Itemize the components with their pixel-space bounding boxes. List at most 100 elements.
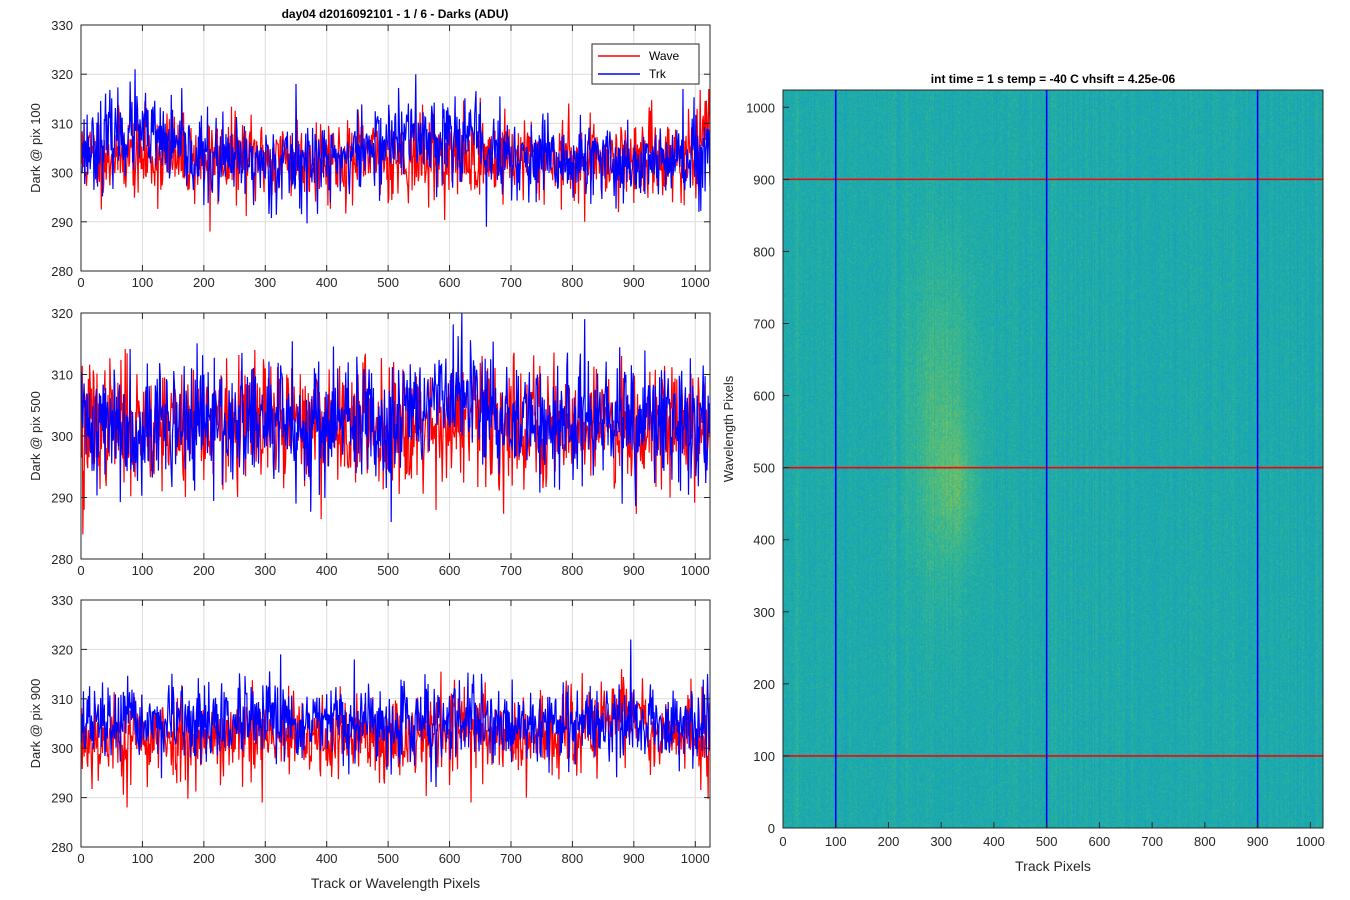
- y-tick-label: 320: [51, 642, 73, 657]
- axes-frame: [782, 89, 1324, 829]
- heatmap-image-container: [783, 90, 1323, 828]
- heatmap-title: int time = 1 s temp = -40 C vhsift = 4.2…: [931, 72, 1176, 86]
- y-tick-label: 800: [753, 244, 775, 259]
- x-tick-label: 500: [1036, 834, 1058, 849]
- x-tick-label: 100: [132, 851, 154, 866]
- y-tick-label: 310: [51, 116, 73, 131]
- heatmap-image: [783, 90, 1323, 828]
- y-axis-label: Dark @ pix 500: [28, 391, 43, 481]
- legend-label-trk: Trk: [649, 67, 667, 81]
- y-tick-label: 310: [51, 692, 73, 707]
- axis-ticks: 0 100 200 300 400 500 600 700 800 900 1000 280 290 30…: [51, 18, 710, 290]
- x-tick-label: 0: [77, 275, 84, 290]
- x-tick-label: 100: [825, 834, 847, 849]
- x-tick-label: 300: [930, 834, 952, 849]
- x-tick-label: 600: [439, 563, 461, 578]
- x-tick-label: 300: [254, 563, 276, 578]
- x-tick-label: 900: [623, 563, 645, 578]
- plot-lines: [81, 313, 710, 535]
- x-tick-label: 200: [193, 563, 215, 578]
- x-tick-label: 900: [623, 851, 645, 866]
- y-tick-label: 280: [51, 840, 73, 855]
- axis-ticks: 0 100 200 300 400 500 600 700 800 900 1000 280 290 30…: [51, 593, 710, 866]
- x-tick-label: 300: [254, 275, 276, 290]
- x-axis-label: Track or Wavelength Pixels: [311, 875, 480, 891]
- x-tick-label: 1000: [1296, 834, 1325, 849]
- x-tick-label: 800: [562, 851, 584, 866]
- x-tick-label: 400: [316, 851, 338, 866]
- x-tick-label: 0: [779, 834, 786, 849]
- x-tick-label: 600: [439, 851, 461, 866]
- x-tick-label: 1000: [681, 563, 710, 578]
- y-tick-label: 310: [51, 368, 73, 383]
- legend-label-wave: Wave: [649, 49, 680, 63]
- y-axis-label: Dark @ pix 100: [28, 103, 43, 193]
- y-tick-label: 300: [51, 741, 73, 756]
- y-tick-label: 300: [753, 605, 775, 620]
- series-line-wave: [81, 349, 710, 535]
- heatmap-marker-lines: [783, 90, 1323, 828]
- x-tick-label: 1000: [681, 851, 710, 866]
- y-tick-label: 290: [51, 791, 73, 806]
- y-tick-label: 100: [753, 749, 775, 764]
- x-tick-label: 100: [132, 275, 154, 290]
- x-tick-label: 200: [878, 834, 900, 849]
- x-tick-label: 400: [983, 834, 1005, 849]
- axis-ticks: 0 100 200 300 400 500 600 700 800 900 1000 0 100 200 3…: [746, 100, 1325, 849]
- series-line-trk: [81, 69, 710, 227]
- series-line-trk: [81, 313, 710, 523]
- x-tick-label: 0: [77, 563, 84, 578]
- x-tick-label: 800: [562, 563, 584, 578]
- x-tick-label: 500: [377, 563, 399, 578]
- legend: Wave Trk: [591, 43, 700, 85]
- line-subplot-pix500: 0 100 200 300 400 500 600 700 800 900 1000 280 290 30…: [28, 306, 711, 578]
- y-tick-label: 500: [753, 461, 775, 476]
- x-tick-label: 100: [132, 563, 154, 578]
- y-axis-label: Wavelength Pixels: [721, 375, 736, 482]
- plot-lines: [81, 639, 710, 808]
- y-tick-label: 280: [51, 264, 73, 279]
- x-tick-label: 700: [500, 851, 522, 866]
- legend-box: [591, 43, 700, 85]
- x-axis-label: Track Pixels: [1015, 858, 1091, 874]
- x-tick-label: 600: [1089, 834, 1111, 849]
- y-tick-label: 600: [753, 389, 775, 404]
- x-tick-label: 900: [1247, 834, 1269, 849]
- x-tick-label: 200: [193, 851, 215, 866]
- x-tick-label: 800: [1194, 834, 1216, 849]
- series-line-trk: [81, 639, 710, 788]
- y-tick-label: 200: [753, 677, 775, 692]
- figure-title: day04 d2016092101 - 1 / 6 - Darks (ADU): [282, 7, 509, 21]
- y-tick-label: 330: [51, 18, 73, 33]
- x-tick-label: 200: [193, 275, 215, 290]
- x-tick-label: 600: [439, 275, 461, 290]
- y-tick-label: 280: [51, 552, 73, 567]
- axis-ticks: 0 100 200 300 400 500 600 700 800 900 1000 280 290 30…: [51, 306, 710, 578]
- y-axis-label: Dark @ pix 900: [28, 679, 43, 769]
- x-tick-label: 800: [562, 275, 584, 290]
- x-tick-label: 700: [1141, 834, 1163, 849]
- x-tick-label: 700: [500, 563, 522, 578]
- y-tick-label: 290: [51, 491, 73, 506]
- y-tick-label: 0: [768, 821, 775, 836]
- y-tick-label: 320: [51, 67, 73, 82]
- axes-frame: [80, 24, 711, 272]
- y-tick-label: 900: [753, 172, 775, 187]
- y-tick-label: 300: [51, 166, 73, 181]
- x-tick-label: 400: [316, 563, 338, 578]
- y-tick-label: 300: [51, 429, 73, 444]
- x-tick-label: 700: [500, 275, 522, 290]
- dark-frame-heatmap: int time = 1 s temp = -40 C vhsift = 4.2…: [721, 72, 1325, 874]
- y-tick-label: 700: [753, 317, 775, 332]
- x-tick-label: 400: [316, 275, 338, 290]
- y-tick-label: 400: [753, 533, 775, 548]
- x-tick-label: 1000: [681, 275, 710, 290]
- x-tick-label: 500: [377, 851, 399, 866]
- line-subplot-pix100: 0 100 200 300 400 500 600 700 800 900 1000 280 290 30…: [28, 18, 711, 290]
- line-subplot-pix900: 0 100 200 300 400 500 600 700 800 900 1000 280 290 30…: [28, 593, 711, 891]
- x-tick-label: 0: [77, 851, 84, 866]
- x-tick-label: 500: [377, 275, 399, 290]
- y-tick-label: 290: [51, 215, 73, 230]
- y-tick-label: 1000: [746, 100, 775, 115]
- y-tick-label: 330: [51, 593, 73, 608]
